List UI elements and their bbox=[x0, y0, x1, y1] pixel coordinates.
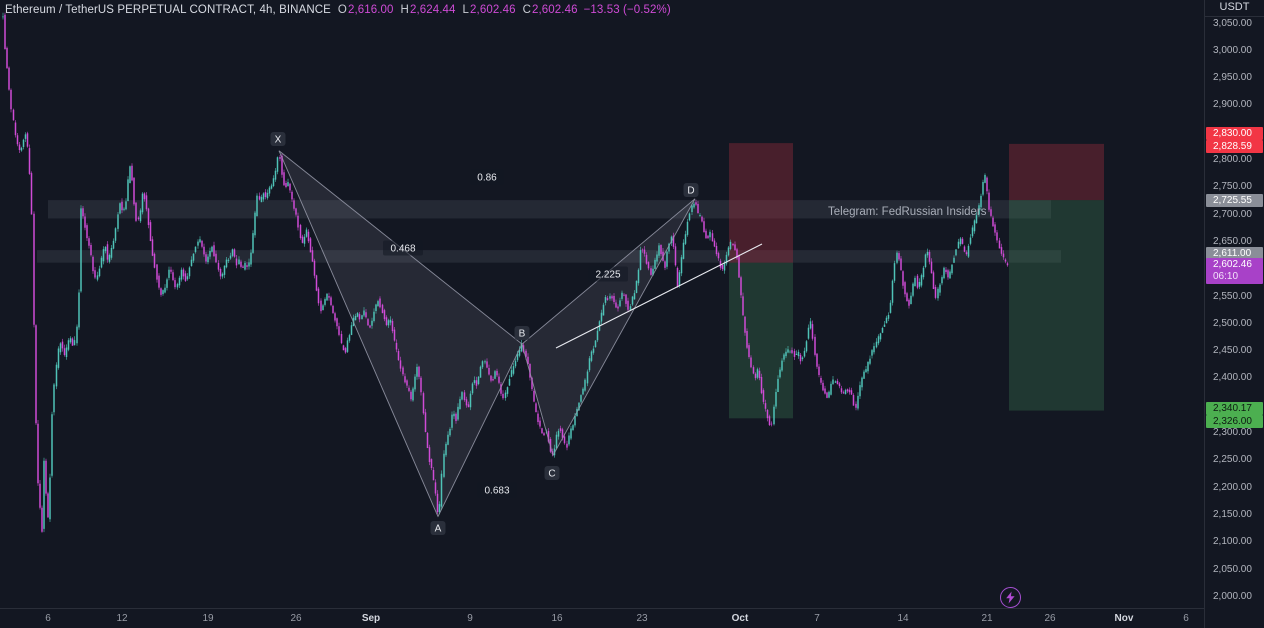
position-profit-zone[interactable] bbox=[1009, 200, 1104, 411]
time-tick-label: 21 bbox=[981, 613, 993, 624]
lightning-bolt-button[interactable] bbox=[1000, 587, 1021, 608]
pattern-line[interactable] bbox=[552, 198, 696, 456]
svg-text:C: C bbox=[548, 469, 555, 480]
price-tick-label: 2,500.00 bbox=[1213, 317, 1252, 329]
price-tick-label: 2,750.00 bbox=[1213, 181, 1252, 193]
harmonic-triangle-bcd[interactable] bbox=[521, 198, 696, 457]
time-tick-label: Sep bbox=[361, 613, 381, 624]
svg-text:2.225: 2.225 bbox=[595, 270, 620, 281]
lightning-icon bbox=[1006, 591, 1015, 604]
time-tick-label: 6 bbox=[1183, 613, 1189, 624]
price-zone-band[interactable] bbox=[37, 250, 1061, 263]
price-tick-label: 2,250.00 bbox=[1213, 454, 1252, 466]
fib-ratio-label: 0.86 bbox=[470, 169, 504, 185]
time-tick-label: 7 bbox=[814, 613, 820, 624]
pattern-point-label-b[interactable]: B bbox=[514, 326, 530, 340]
price-axis[interactable]: USDT 3,050.00 3,000.00 2,950.00 2,900.00 2,8… bbox=[1204, 0, 1264, 628]
time-tick-label: 23 bbox=[636, 613, 648, 624]
price-marker-green: 2,340.17 bbox=[1206, 401, 1263, 415]
price-marker-green: 2,326.00 bbox=[1206, 414, 1263, 428]
price-marker-gray: 2,611.00 bbox=[1206, 246, 1263, 260]
time-tick-label: Nov bbox=[1114, 613, 1134, 624]
close-value: C2,602.46 bbox=[522, 4, 578, 16]
price-zone-band[interactable] bbox=[48, 200, 1051, 219]
price-tick-label: 2,100.00 bbox=[1213, 536, 1252, 548]
time-tick-label: 9 bbox=[467, 613, 473, 624]
price-tick-label: 3,000.00 bbox=[1213, 44, 1252, 56]
time-axis[interactable]: 6 12 19 26 Sep 9 16 23 Oct 7 14 21 26 Nov 6 bbox=[0, 608, 1204, 628]
price-tick-label: 2,050.00 bbox=[1213, 563, 1252, 575]
svg-text:D: D bbox=[687, 186, 694, 197]
pattern-line[interactable] bbox=[437, 343, 523, 517]
trendline[interactable] bbox=[555, 243, 763, 349]
high-value: H2,624.44 bbox=[400, 4, 456, 16]
time-tick-label: 26 bbox=[1044, 613, 1056, 624]
price-tick-label: 2,550.00 bbox=[1213, 290, 1252, 302]
candlestick-chart[interactable]: X A B C D 0.86 0.468 2.225 0.683 bbox=[0, 0, 1204, 608]
price-axis-unit: USDT bbox=[1205, 0, 1264, 17]
price-tick-label: 2,800.00 bbox=[1213, 154, 1252, 165]
price-tick-label: 2,700.00 bbox=[1213, 208, 1252, 220]
time-tick-label: Oct bbox=[731, 613, 749, 624]
fib-ratio-label: 2.225 bbox=[588, 266, 628, 282]
time-tick-label: 19 bbox=[202, 613, 214, 624]
price-tick-label: 2,400.00 bbox=[1213, 372, 1252, 384]
pattern-line[interactable] bbox=[521, 343, 554, 456]
price-marker-red: 2,828.59 bbox=[1206, 139, 1263, 153]
price-marker-red: 2,830.00 bbox=[1206, 126, 1263, 140]
time-tick-label: 26 bbox=[290, 613, 302, 624]
price-change: −13.53 (−0.52%) bbox=[583, 4, 671, 16]
svg-text:B: B bbox=[519, 329, 526, 340]
symbol-title[interactable]: Ethereum / TetherUS PERPETUAL CONTRACT, … bbox=[5, 4, 331, 16]
pattern-point-label-d[interactable]: D bbox=[683, 183, 699, 197]
watermark-text: Telegram: FedRussian Insiders bbox=[828, 206, 987, 218]
price-tick-label: 2,900.00 bbox=[1213, 99, 1252, 111]
price-tick-label: 2,300.00 bbox=[1213, 427, 1252, 438]
svg-text:0.683: 0.683 bbox=[484, 486, 509, 497]
open-value: O2,616.00 bbox=[337, 4, 394, 16]
svg-text:0.86: 0.86 bbox=[477, 173, 497, 184]
fib-ratio-label: 0.468 bbox=[383, 240, 423, 256]
svg-text:X: X bbox=[275, 135, 282, 146]
time-tick-label: 6 bbox=[45, 613, 51, 624]
pattern-point-label-a[interactable]: A bbox=[430, 521, 446, 535]
time-tick-label: 12 bbox=[116, 613, 128, 624]
price-tick-label: 2,650.00 bbox=[1213, 235, 1252, 247]
price-marker-gray: 2,725.55 bbox=[1206, 193, 1263, 207]
pattern-line[interactable] bbox=[278, 150, 439, 517]
fib-ratio-label: 0.683 bbox=[477, 482, 517, 498]
svg-text:A: A bbox=[435, 524, 442, 535]
price-marker-purple: 2,602.46 06:10 bbox=[1206, 258, 1263, 284]
svg-text:0.468: 0.468 bbox=[390, 244, 415, 255]
position-stop-zone[interactable] bbox=[729, 143, 793, 263]
price-tick-label: 2,000.00 bbox=[1213, 590, 1252, 602]
position-profit-zone[interactable] bbox=[729, 262, 793, 419]
price-tick-label: 3,050.00 bbox=[1213, 17, 1252, 29]
price-tick-label: 2,950.00 bbox=[1213, 72, 1252, 84]
pattern-point-label-x[interactable]: X bbox=[270, 132, 286, 146]
price-tick-label: 2,150.00 bbox=[1213, 508, 1252, 520]
price-tick-label: 2,200.00 bbox=[1213, 481, 1252, 493]
low-value: L2,602.46 bbox=[462, 4, 516, 16]
time-tick-label: 14 bbox=[897, 613, 909, 624]
candles bbox=[2, 12, 1009, 533]
chart-canvas[interactable]: X A B C D 0.86 0.468 2.225 0.683 Telegram: FedRu… bbox=[0, 0, 1204, 608]
price-tick-label: 2,450.00 bbox=[1213, 345, 1252, 357]
pattern-point-label-c[interactable]: C bbox=[544, 466, 560, 480]
symbol-ohlc-header: Ethereum / TetherUS PERPETUAL CONTRACT, … bbox=[5, 4, 671, 16]
time-tick-label: 16 bbox=[551, 613, 563, 624]
position-stop-zone[interactable] bbox=[1009, 143, 1104, 201]
